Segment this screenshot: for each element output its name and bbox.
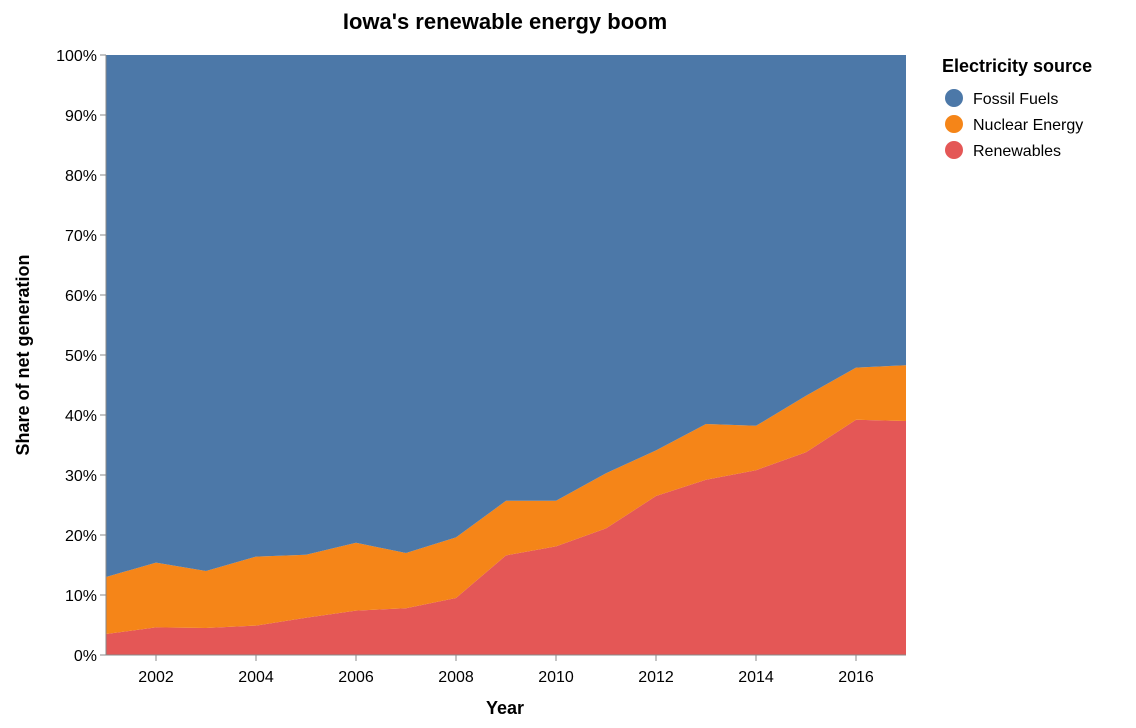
legend-label: Renewables: [973, 143, 1061, 160]
y-tick-label: 40%: [65, 408, 97, 425]
y-axis-title: Share of net generation: [13, 254, 33, 455]
legend-title: Electricity source: [942, 56, 1092, 76]
area-renewables: [106, 419, 906, 655]
y-tick-label: 10%: [65, 588, 97, 605]
y-axis: 0% 10% 20% 30% 40% 50% 60% 70% 80% 90% 100%: [56, 48, 107, 665]
y-tick-label: 50%: [65, 348, 97, 365]
x-tick-label: 2012: [638, 669, 674, 686]
legend-swatch: [945, 115, 963, 133]
x-tick-label: 2006: [338, 669, 374, 686]
y-tick-label: 70%: [65, 228, 97, 245]
legend-swatch: [945, 141, 963, 159]
x-tick-label: 2008: [438, 669, 474, 686]
legend-item-renewables: Renewables: [945, 141, 1061, 160]
legend-swatch: [945, 89, 963, 107]
y-tick-label: 60%: [65, 288, 97, 305]
area-fossil-fuels: [106, 55, 906, 577]
legend-item-fossil-fuels: Fossil Fuels: [945, 89, 1058, 108]
y-tick-label: 80%: [65, 168, 97, 185]
area-nuclear-energy: [106, 365, 906, 634]
area-layers: [106, 55, 906, 655]
y-tick-label: 20%: [65, 528, 97, 545]
x-tick-label: 2004: [238, 669, 274, 686]
x-tick-label: 2002: [138, 669, 174, 686]
legend-label: Nuclear Energy: [973, 117, 1083, 134]
x-axis: 2002 2004 2006 2008 2010 2012 2014 2016: [106, 654, 906, 686]
y-tick-label: 0%: [74, 648, 97, 665]
legend-item-nuclear-energy: Nuclear Energy: [945, 115, 1083, 134]
y-tick-label: 30%: [65, 468, 97, 485]
legend-label: Fossil Fuels: [973, 91, 1058, 108]
x-tick-label: 2016: [838, 669, 874, 686]
x-axis-title: Year: [486, 698, 524, 718]
y-tick-label: 100%: [56, 48, 97, 65]
x-tick-label: 2014: [738, 669, 774, 686]
x-tick-label: 2010: [538, 669, 574, 686]
chart-title: Iowa's renewable energy boom: [343, 9, 667, 34]
y-tick-label: 90%: [65, 108, 97, 125]
legend: Electricity source Fossil Fuels Nuclear E…: [942, 56, 1092, 160]
